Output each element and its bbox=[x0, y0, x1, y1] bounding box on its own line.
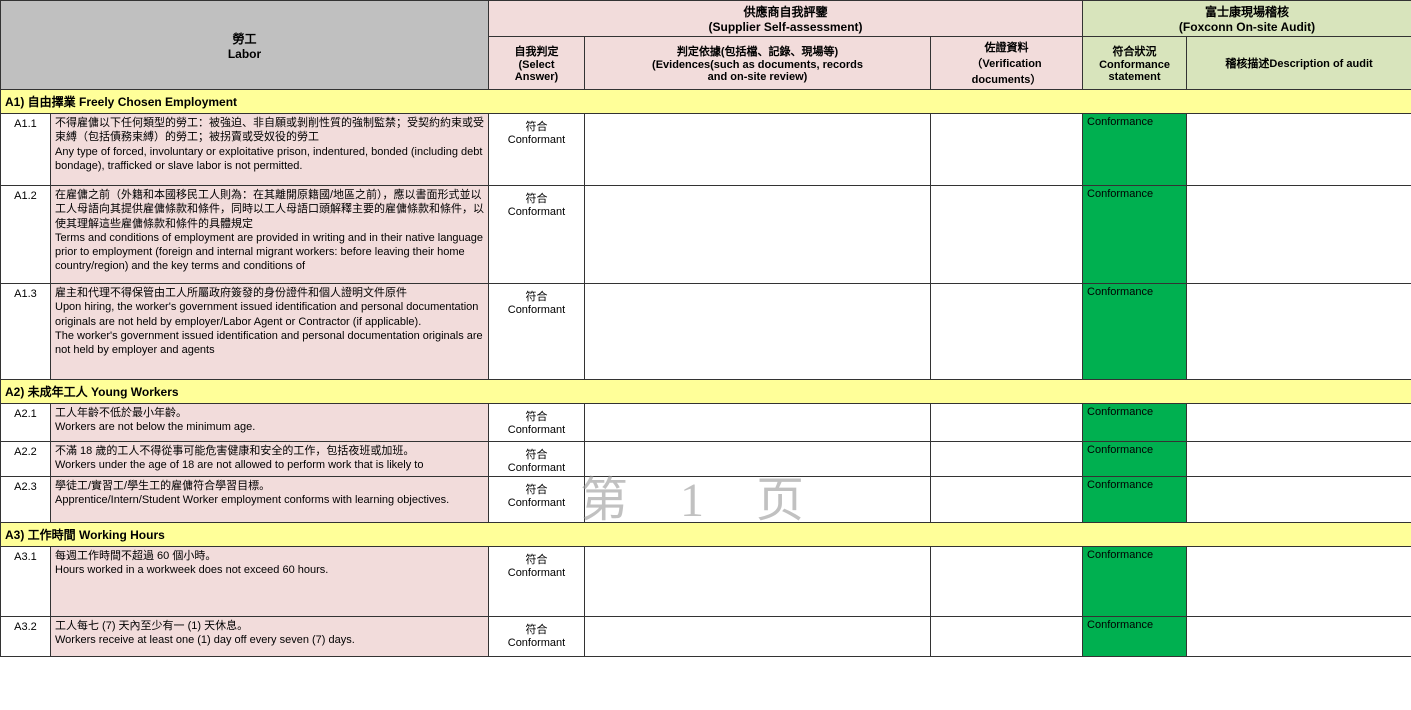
table-row: A2.2不滿 18 歲的工人不得從事可能危害健康和安全的工作，包括夜班或加班。W… bbox=[1, 442, 1411, 477]
row-conformance: Conformance bbox=[1083, 284, 1187, 380]
row-code: A1.3 bbox=[1, 284, 51, 380]
row-code: A2.2 bbox=[1, 442, 51, 477]
header-foxconn: 富士康現場稽核 (Foxconn On-site Audit) bbox=[1083, 1, 1411, 37]
row-answer: 符合Conformant bbox=[489, 442, 585, 477]
table-row: A1.2在雇傭之前（外籍和本國移民工人則為：在其離開原籍國/地區之前），應以書面… bbox=[1, 186, 1411, 284]
row-code: A2.1 bbox=[1, 404, 51, 442]
table-row: A2.3學徒工/實習工/學生工的雇傭符合學習目標。Apprentice/Inte… bbox=[1, 477, 1411, 523]
header-labor: 勞工 Labor bbox=[1, 1, 489, 90]
row-description: 工人年齡不低於最小年齡。Workers are not below the mi… bbox=[51, 404, 489, 442]
row-audit-description bbox=[1187, 404, 1411, 442]
row-description: 不得雇傭以下任何類型的勞工：被強迫、非自願或剝削性質的強制監禁；受契約約束或受束… bbox=[51, 114, 489, 186]
section-header: A1) 自由擇業 Freely Chosen Employment bbox=[1, 90, 1411, 114]
row-description: 學徒工/實習工/學生工的雇傭符合學習目標。Apprentice/Intern/S… bbox=[51, 477, 489, 523]
row-description: 工人每七 (7) 天內至少有一 (1) 天休息。Workers receive … bbox=[51, 617, 489, 657]
row-evidence bbox=[585, 547, 931, 617]
row-verification bbox=[931, 186, 1083, 284]
row-evidence bbox=[585, 442, 931, 477]
row-evidence bbox=[585, 186, 931, 284]
row-answer: 符合Conformant bbox=[489, 114, 585, 186]
row-audit-description bbox=[1187, 114, 1411, 186]
section-header: A3) 工作時間 Working Hours bbox=[1, 523, 1411, 547]
table-row: A3.1每週工作時間不超過 60 個小時。Hours worked in a w… bbox=[1, 547, 1411, 617]
row-description: 在雇傭之前（外籍和本國移民工人則為：在其離開原籍國/地區之前），應以書面形式並以… bbox=[51, 186, 489, 284]
row-code: A3.1 bbox=[1, 547, 51, 617]
row-conformance: Conformance bbox=[1083, 617, 1187, 657]
header-supplier: 供應商自我評鑒 (Supplier Self-assessment) bbox=[489, 1, 1083, 37]
row-conformance: Conformance bbox=[1083, 442, 1187, 477]
row-evidence bbox=[585, 404, 931, 442]
row-audit-description bbox=[1187, 477, 1411, 523]
table-row: A1.3雇主和代理不得保管由工人所屬政府簽發的身份證件和個人證明文件原件Upon… bbox=[1, 284, 1411, 380]
row-evidence bbox=[585, 617, 931, 657]
row-verification bbox=[931, 404, 1083, 442]
row-evidence bbox=[585, 114, 931, 186]
row-conformance: Conformance bbox=[1083, 547, 1187, 617]
header-audit-desc: 稽核描述Description of audit bbox=[1187, 37, 1411, 90]
row-audit-description bbox=[1187, 442, 1411, 477]
row-audit-description bbox=[1187, 186, 1411, 284]
row-description: 雇主和代理不得保管由工人所屬政府簽發的身份證件和個人證明文件原件Upon hir… bbox=[51, 284, 489, 380]
row-verification bbox=[931, 442, 1083, 477]
row-answer: 符合Conformant bbox=[489, 617, 585, 657]
row-verification bbox=[931, 477, 1083, 523]
row-audit-description bbox=[1187, 617, 1411, 657]
row-description: 不滿 18 歲的工人不得從事可能危害健康和安全的工作，包括夜班或加班。Worke… bbox=[51, 442, 489, 477]
row-answer: 符合Conformant bbox=[489, 547, 585, 617]
row-answer: 符合Conformant bbox=[489, 477, 585, 523]
row-code: A3.2 bbox=[1, 617, 51, 657]
row-answer: 符合Conformant bbox=[489, 404, 585, 442]
row-evidence bbox=[585, 477, 931, 523]
table-row: A2.1工人年齡不低於最小年齡。Workers are not below th… bbox=[1, 404, 1411, 442]
row-answer: 符合Conformant bbox=[489, 284, 585, 380]
audit-table: 勞工 Labor 供應商自我評鑒 (Supplier Self-assessme… bbox=[0, 0, 1411, 657]
section-title: A1) 自由擇業 Freely Chosen Employment bbox=[1, 90, 1411, 114]
row-verification bbox=[931, 284, 1083, 380]
table-row: A1.1不得雇傭以下任何類型的勞工：被強迫、非自願或剝削性質的強制監禁；受契約約… bbox=[1, 114, 1411, 186]
row-audit-description bbox=[1187, 284, 1411, 380]
row-code: A1.1 bbox=[1, 114, 51, 186]
row-code: A1.2 bbox=[1, 186, 51, 284]
section-title: A2) 未成年工人 Young Workers bbox=[1, 380, 1411, 404]
row-conformance: Conformance bbox=[1083, 114, 1187, 186]
section-title: A3) 工作時間 Working Hours bbox=[1, 523, 1411, 547]
row-audit-description bbox=[1187, 547, 1411, 617]
row-conformance: Conformance bbox=[1083, 186, 1187, 284]
table-row: A3.2工人每七 (7) 天內至少有一 (1) 天休息。Workers rece… bbox=[1, 617, 1411, 657]
row-description: 每週工作時間不超過 60 個小時。Hours worked in a workw… bbox=[51, 547, 489, 617]
row-conformance: Conformance bbox=[1083, 477, 1187, 523]
row-verification bbox=[931, 617, 1083, 657]
row-verification bbox=[931, 114, 1083, 186]
section-header: A2) 未成年工人 Young Workers bbox=[1, 380, 1411, 404]
row-verification bbox=[931, 547, 1083, 617]
header-answer: 自我判定 (Select Answer) bbox=[489, 37, 585, 90]
row-evidence bbox=[585, 284, 931, 380]
header-conformance: 符合狀況 Conformance statement bbox=[1083, 37, 1187, 90]
row-answer: 符合Conformant bbox=[489, 186, 585, 284]
row-conformance: Conformance bbox=[1083, 404, 1187, 442]
header-evidence: 判定依據(包括檔、記錄、現場等) (Evidences(such as docu… bbox=[585, 37, 931, 90]
row-code: A2.3 bbox=[1, 477, 51, 523]
header-verification: 佐證資料 （Verification documents） bbox=[931, 37, 1083, 90]
